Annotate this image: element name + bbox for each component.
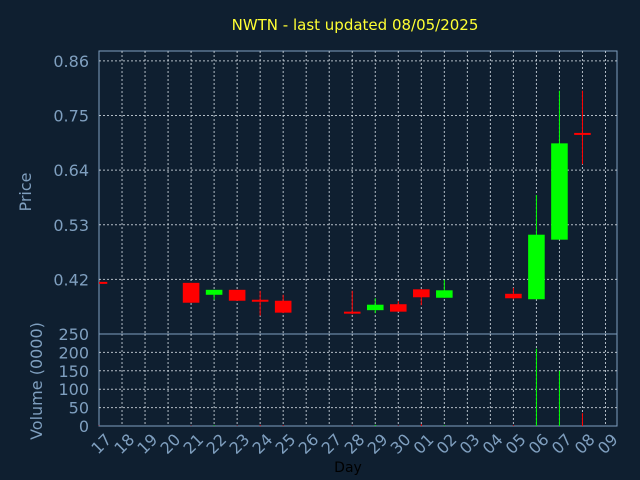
chart-title: NWTN - last updated 08/05/2025 bbox=[232, 16, 479, 34]
candle-body bbox=[228, 289, 246, 301]
volume-tick-label: 150 bbox=[58, 362, 89, 381]
price-tick-label: 0.42 bbox=[53, 270, 89, 289]
candle-body bbox=[205, 289, 223, 295]
candle-body bbox=[574, 132, 591, 135]
candle-body bbox=[182, 282, 200, 303]
candle-body bbox=[274, 300, 292, 313]
volume-tick-label: 100 bbox=[58, 380, 89, 399]
price-candles bbox=[99, 90, 591, 316]
volume-tick-label: 250 bbox=[58, 325, 89, 344]
candle-body bbox=[436, 290, 453, 298]
volume-tick-label: 200 bbox=[58, 343, 89, 362]
x-axis-label: Day bbox=[334, 460, 362, 476]
price-axis-label: Price bbox=[16, 172, 35, 211]
candle-body bbox=[528, 234, 545, 300]
volume-panel-frame bbox=[98, 333, 618, 427]
candle-body bbox=[251, 299, 269, 302]
candle-body bbox=[343, 311, 361, 314]
price-tick-label: 0.53 bbox=[53, 216, 89, 235]
volume-bars bbox=[98, 348, 583, 426]
x-tick-label: 09 bbox=[594, 430, 622, 458]
price-tick-label: 0.75 bbox=[53, 107, 89, 126]
price-tick-label: 0.64 bbox=[53, 161, 89, 180]
volume-axis-label: Volume (0000) bbox=[27, 322, 46, 440]
candle-body bbox=[505, 293, 522, 299]
candle-body bbox=[390, 304, 407, 312]
candle-body bbox=[99, 281, 108, 284]
candle-body bbox=[413, 289, 430, 298]
price-axis: 0.86 0.75 0.64 0.53 0.42 bbox=[53, 52, 89, 289]
volume-tick-label: 50 bbox=[69, 399, 89, 418]
volume-tick-label: 0 bbox=[79, 417, 89, 436]
candle-body bbox=[551, 143, 568, 240]
x-axis: 1718192021222324252627282930010203040506… bbox=[87, 430, 621, 458]
candle-body bbox=[366, 304, 384, 311]
price-tick-label: 0.86 bbox=[53, 52, 89, 71]
price-grid bbox=[99, 51, 617, 334]
